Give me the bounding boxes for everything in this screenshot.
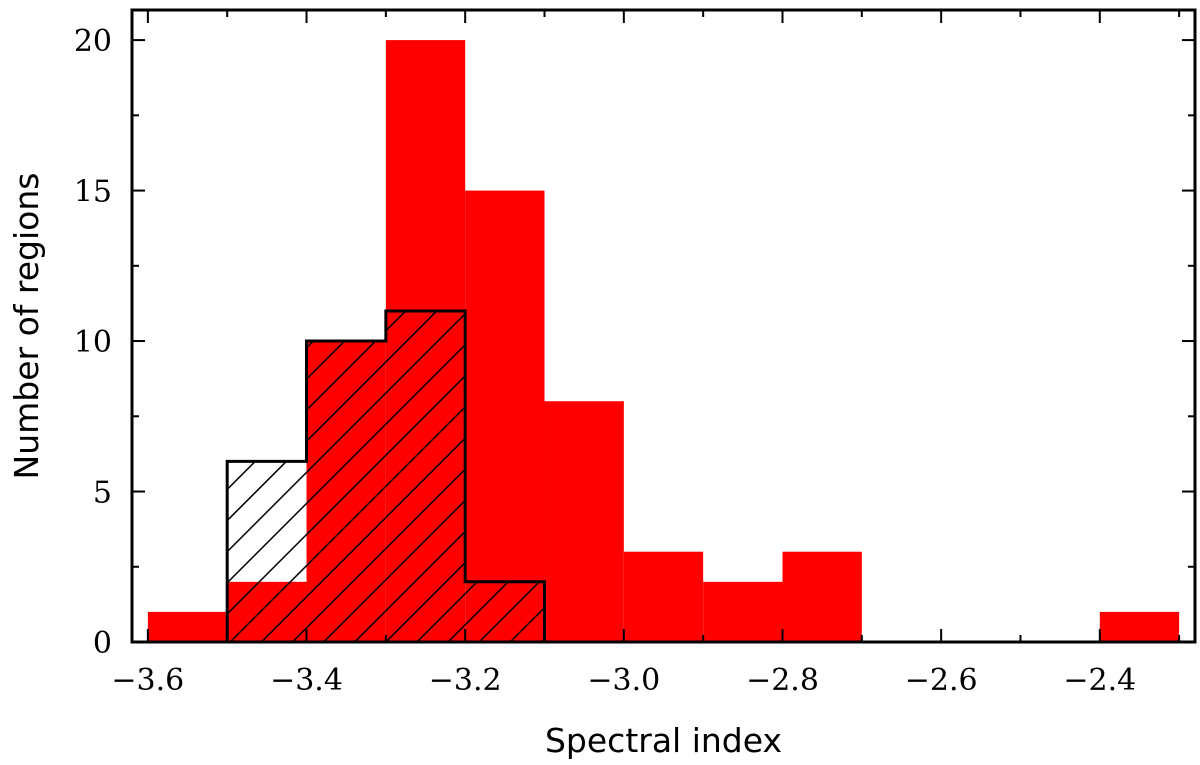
x-axis-label: Spectral index bbox=[545, 721, 782, 760]
histogram-bar bbox=[544, 401, 624, 642]
x-tick-label: −2.8 bbox=[746, 663, 819, 698]
x-tick-label: −2.4 bbox=[1063, 663, 1136, 698]
y-axis-label: Number of regions bbox=[7, 173, 46, 480]
y-tick-label: 0 bbox=[93, 626, 112, 661]
plot-frame bbox=[130, 8, 1197, 644]
x-tick-label: −3.2 bbox=[429, 663, 502, 698]
ticks-layer bbox=[132, 10, 1195, 643]
histogram-bar bbox=[703, 581, 783, 642]
hatched-bar bbox=[227, 461, 307, 642]
x-tick-label: −2.6 bbox=[905, 663, 978, 698]
histogram-bar bbox=[782, 551, 862, 642]
y-tick-label: 20 bbox=[74, 24, 112, 59]
histogram-bar bbox=[1099, 611, 1180, 642]
tick-labels-layer: −3.6 −3.4 −3.2 −3.0 −2.8 −2.6 −2.4 0 5 10 15 20 bbox=[74, 24, 1136, 698]
hatched-bar bbox=[385, 310, 466, 642]
y-tick-label: 5 bbox=[93, 476, 112, 511]
hatched-step-outline bbox=[225, 309, 547, 642]
histogram-bar bbox=[465, 190, 545, 643]
histogram-bar bbox=[147, 611, 228, 642]
y-tick-label: 15 bbox=[74, 175, 112, 210]
x-tick-label: −3.0 bbox=[587, 663, 660, 698]
hatched-series-layer bbox=[225, 309, 547, 642]
y-tick-label: 10 bbox=[74, 325, 112, 360]
hatched-bar bbox=[306, 341, 386, 642]
histogram-bar bbox=[623, 551, 704, 642]
hatched-bar bbox=[465, 581, 545, 642]
x-tick-label: −3.4 bbox=[270, 663, 343, 698]
x-tick-label: −3.6 bbox=[111, 663, 184, 698]
